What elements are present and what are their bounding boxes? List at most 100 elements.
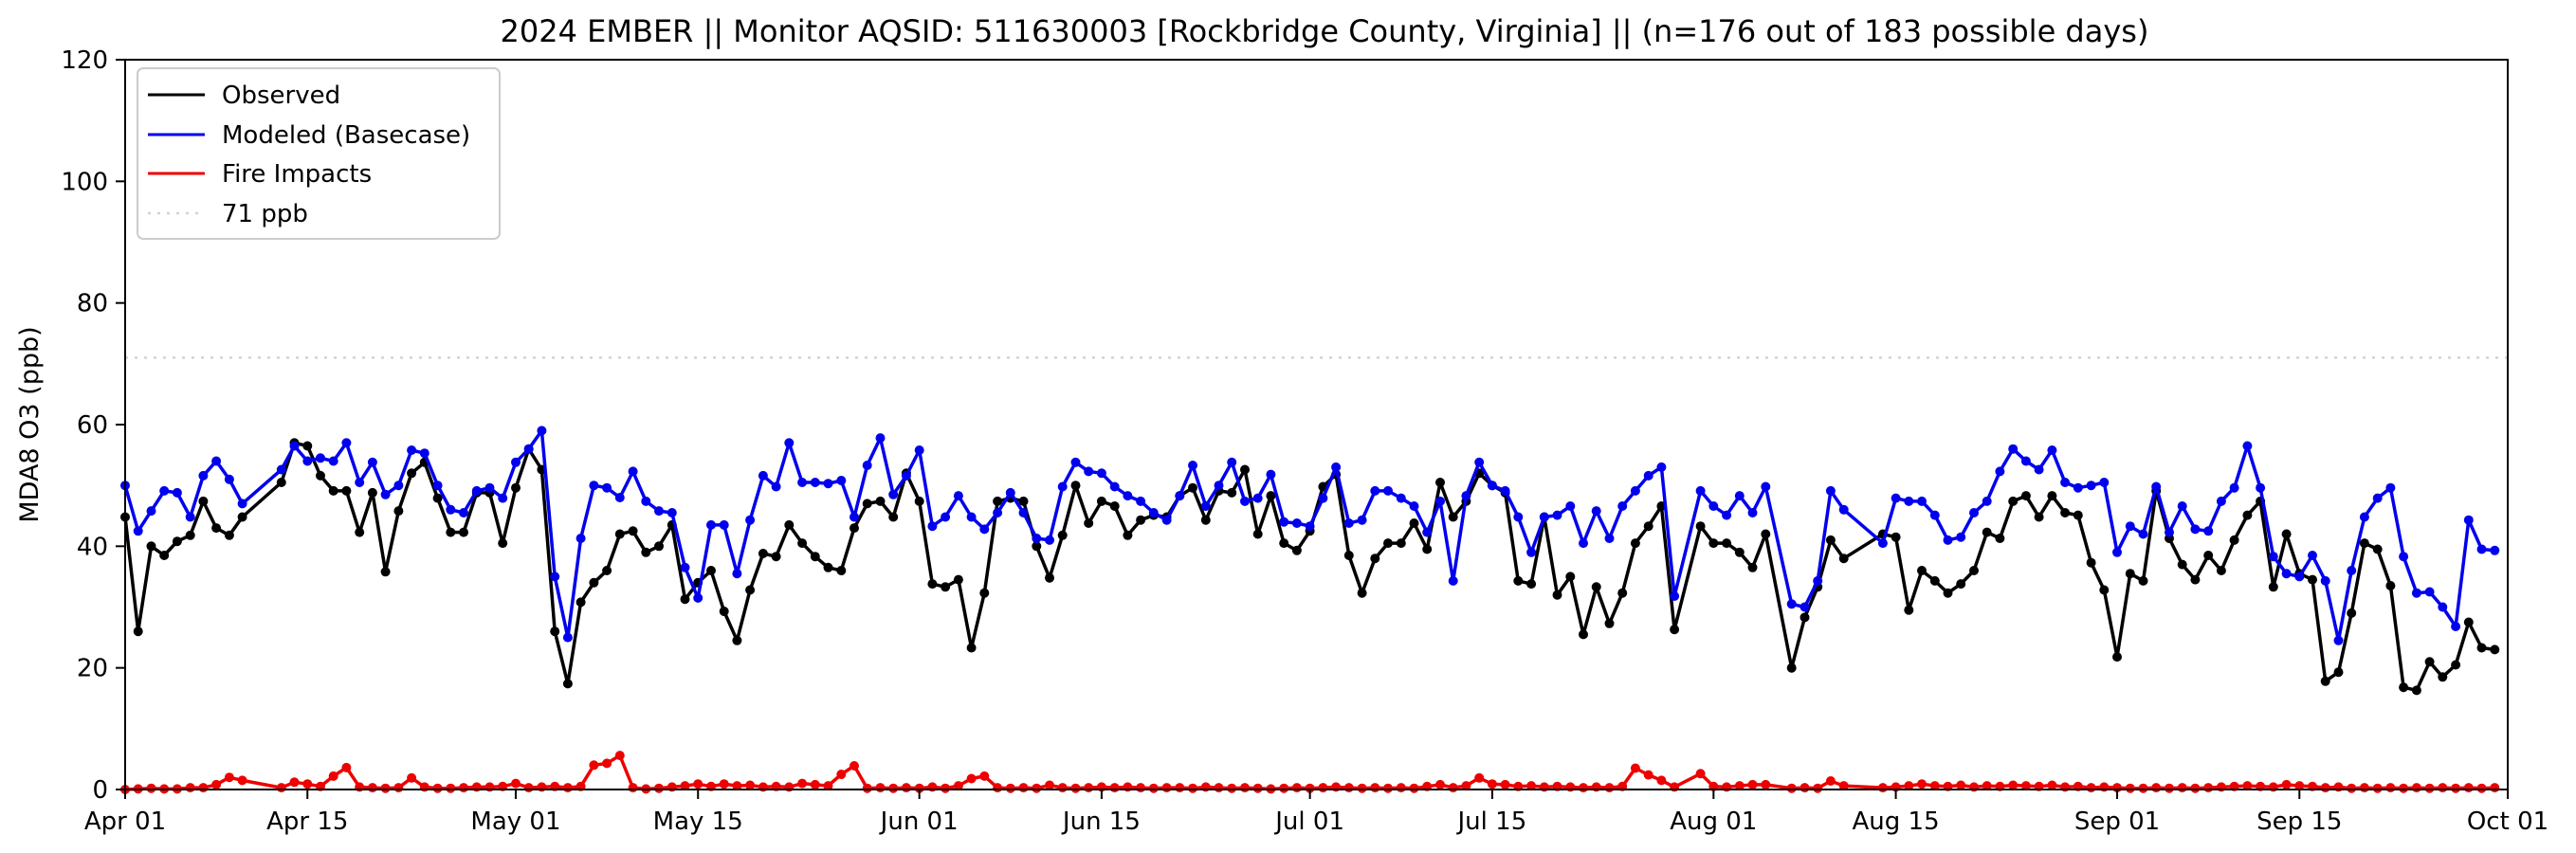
- data-point: [1214, 481, 1224, 491]
- data-point: [1579, 783, 1588, 793]
- data-point: [1032, 541, 1042, 552]
- data-point: [1474, 457, 1485, 467]
- data-point: [1617, 501, 1628, 511]
- data-point: [302, 456, 313, 466]
- data-point: [1734, 781, 1745, 791]
- data-point: [1929, 510, 1940, 520]
- y-tick-label: 100: [61, 168, 108, 196]
- data-point: [888, 512, 899, 522]
- data-point: [211, 456, 222, 466]
- data-point: [2203, 551, 2214, 560]
- data-point: [1084, 466, 1094, 477]
- data-point: [1396, 538, 1406, 549]
- data-point: [1200, 501, 1211, 511]
- legend: Observed Modeled (Basecase) Fire Impacts…: [137, 67, 501, 240]
- data-point: [1070, 481, 1081, 491]
- data-point: [1838, 554, 1849, 564]
- data-point: [719, 779, 729, 789]
- data-point: [1825, 485, 1836, 496]
- data-point: [589, 481, 599, 491]
- data-point: [2086, 481, 2096, 491]
- data-point: [732, 781, 742, 791]
- data-point: [1565, 572, 1576, 582]
- data-point: [1240, 783, 1250, 793]
- data-point: [2177, 559, 2187, 570]
- data-point: [667, 508, 677, 517]
- data-point: [1357, 515, 1367, 525]
- data-point: [2086, 557, 2096, 568]
- data-point: [2256, 482, 2266, 493]
- data-point: [1838, 504, 1849, 515]
- data-point: [614, 493, 625, 502]
- data-point: [446, 783, 456, 793]
- data-point: [537, 426, 547, 436]
- data-point: [550, 626, 560, 637]
- data-point: [1474, 772, 1485, 783]
- data-point: [719, 607, 729, 616]
- data-point: [2138, 783, 2148, 793]
- data-point: [2216, 566, 2226, 575]
- data-point: [979, 588, 990, 598]
- data-point: [393, 481, 404, 491]
- data-point: [2151, 481, 2162, 492]
- data-point: [1891, 532, 1901, 542]
- data-point: [2451, 660, 2461, 670]
- data-point: [1604, 618, 1615, 628]
- data-point: [1318, 493, 1328, 503]
- data-point: [484, 482, 495, 493]
- data-point: [2347, 566, 2357, 575]
- data-point: [2125, 521, 2135, 532]
- data-point: [289, 777, 300, 788]
- data-point: [589, 577, 599, 588]
- data-point: [589, 760, 599, 771]
- data-point: [1982, 496, 1992, 506]
- data-point: [159, 485, 170, 496]
- data-point: [1969, 566, 1979, 575]
- data-point: [1409, 518, 1419, 528]
- data-point: [432, 481, 443, 491]
- data-point: [2008, 444, 2019, 454]
- data-point: [2242, 510, 2253, 520]
- data-point: [1838, 781, 1849, 791]
- data-point: [1200, 515, 1211, 525]
- data-point: [523, 444, 534, 454]
- data-point: [1291, 783, 1302, 793]
- data-point: [1722, 538, 1732, 549]
- data-point: [1877, 538, 1888, 549]
- data-point: [2034, 464, 2044, 475]
- data-point: [758, 549, 768, 558]
- data-point: [1422, 527, 1433, 537]
- data-point: [498, 538, 508, 549]
- data-point: [941, 512, 951, 522]
- data-point: [2073, 482, 2083, 493]
- data-point: [2438, 783, 2448, 793]
- data-point: [2086, 783, 2096, 793]
- data-point: [810, 478, 820, 487]
- data-point: [1435, 478, 1445, 487]
- data-point: [224, 772, 234, 783]
- data-point: [198, 496, 209, 506]
- data-point: [2385, 581, 2396, 590]
- data-point: [1500, 485, 1510, 496]
- data-point: [850, 761, 859, 771]
- data-point: [562, 679, 573, 689]
- data-point: [966, 643, 977, 653]
- data-point: [810, 552, 820, 562]
- data-point: [511, 778, 521, 789]
- data-point: [575, 534, 586, 543]
- data-point: [1487, 779, 1497, 789]
- data-point: [888, 783, 899, 793]
- x-tick-label: Apr 15: [266, 808, 348, 836]
- data-point: [328, 485, 338, 496]
- data-point: [2047, 491, 2057, 501]
- y-tick-label: 80: [77, 290, 108, 318]
- data-point: [979, 771, 990, 781]
- data-point: [758, 470, 768, 481]
- data-point: [797, 478, 808, 487]
- legend-box: [137, 67, 501, 240]
- data-point: [862, 783, 872, 793]
- data-point: [1096, 496, 1106, 506]
- data-point: [2060, 508, 2071, 517]
- data-point: [2034, 512, 2044, 522]
